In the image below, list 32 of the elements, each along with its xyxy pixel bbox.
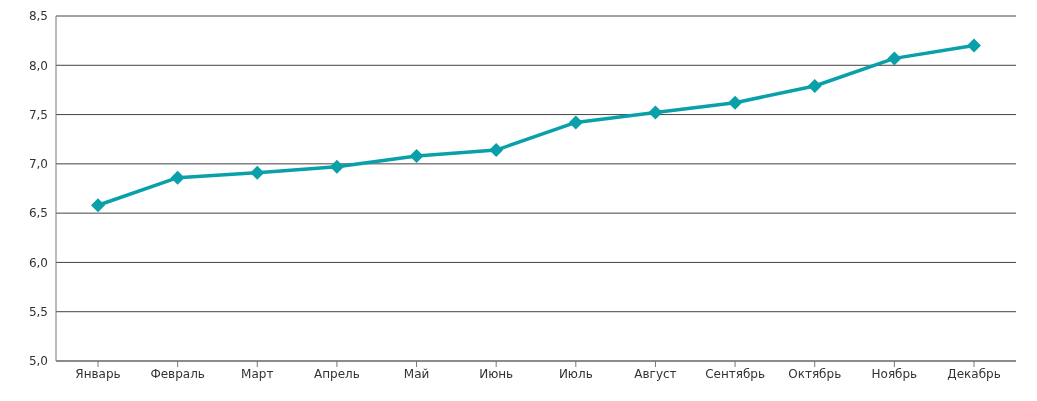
y-tick-label: 5,0 [28, 354, 48, 369]
y-tick-label: 7,5 [28, 107, 48, 122]
point [489, 143, 504, 158]
point [568, 115, 583, 130]
y-tick-label: 6,5 [28, 206, 48, 221]
x-tick-label: Январь [75, 366, 121, 381]
point [91, 198, 105, 213]
x-tick-label: Март [241, 366, 274, 381]
point [728, 95, 743, 110]
x-tick-label: Май [403, 366, 430, 381]
point [887, 51, 902, 66]
point [329, 159, 344, 174]
x-tick-label: Август [634, 366, 677, 381]
point [409, 148, 424, 163]
y-tick-label: 5,5 [28, 304, 48, 319]
x-tick-label: Декабрь [947, 366, 1001, 381]
x-tick-label: Сентябрь [705, 366, 766, 381]
y-tick-label: 6,0 [28, 255, 48, 270]
x-tick-label: Апрель [314, 366, 360, 381]
x-tick-label: Июнь [479, 366, 514, 381]
y-tick-label: 7,0 [28, 157, 48, 172]
x-tick-label: Февраль [150, 366, 205, 381]
x-tick-label: Октябрь [788, 366, 842, 381]
point [170, 170, 185, 185]
y-tick-label: 8,5 [28, 9, 48, 24]
point [807, 78, 822, 93]
x-tick-label: Июль [558, 366, 593, 381]
point [967, 38, 981, 53]
y-tick-label: 8,0 [28, 58, 48, 73]
point [250, 165, 265, 180]
x-tick-label: Ноябрь [871, 366, 918, 381]
point [648, 105, 663, 120]
